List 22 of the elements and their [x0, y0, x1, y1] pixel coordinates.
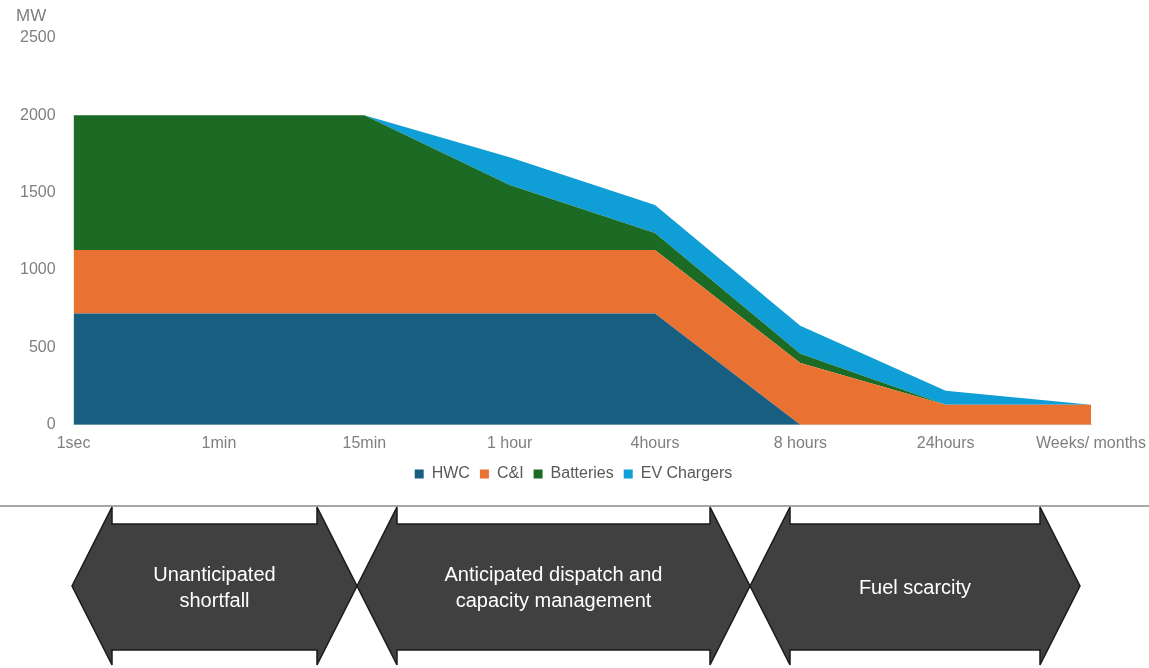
x-tick-label: 24hours [916, 433, 975, 451]
text: Anticipated dispatch and capacity management [443, 562, 664, 613]
legend-label: HWC [431, 464, 470, 482]
x-tick-label: Weeks/ months [1036, 433, 1146, 451]
y-axis-title: MW [16, 6, 47, 26]
y-tick-label: 500 [28, 337, 56, 355]
legend-label: EV Chargers [640, 464, 733, 482]
y-tick-label: 1000 [20, 260, 56, 278]
x-tick-label: 1min [201, 433, 237, 451]
y-tick-label: 1500 [20, 183, 56, 201]
y-tick-label: 0 [46, 415, 56, 433]
x-tick-label: 1 hour [486, 433, 533, 451]
x-tick-label: 4hours [630, 433, 680, 451]
legend-label: C&I [496, 464, 524, 482]
legend-label: Batteries [550, 464, 614, 482]
text: Fuel scarcity [857, 575, 973, 600]
x-tick-label: 15min [342, 433, 387, 451]
x-tick-label: 8 hours [773, 433, 828, 451]
text: Unanticipated shortfall [152, 562, 277, 613]
y-tick-label: 2000 [20, 105, 56, 123]
x-tick-label: 1sec [56, 433, 91, 451]
y-tick-label: 2500 [20, 28, 56, 46]
